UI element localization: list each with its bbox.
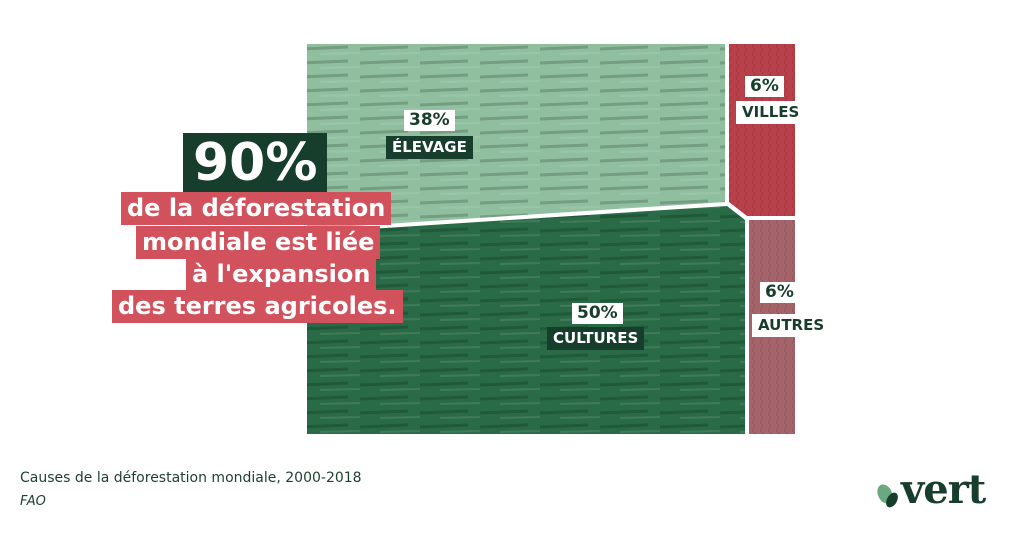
value-label-villes: 6%	[745, 76, 784, 97]
value-label-cultures: 50%	[572, 303, 623, 324]
headline-line-3: à l'expansion	[186, 258, 377, 291]
value-label-elevage: 38%	[404, 110, 455, 131]
category-label-villes: VILLES	[736, 101, 806, 124]
logo-wordmark: vert	[901, 466, 986, 513]
headline-percentage: 90%	[183, 133, 328, 195]
headline-line-4: des terres agricoles.	[112, 290, 403, 323]
headline-line-1: de la déforestation	[121, 192, 392, 225]
headline-line-2: mondiale est liée	[136, 226, 381, 259]
segment-cultures-texture	[307, 206, 745, 434]
vert-logo: vert	[875, 470, 1010, 518]
segment-villes-texture	[729, 44, 795, 216]
segment-elevage-texture	[307, 44, 725, 229]
chart-source: FAO	[20, 494, 46, 509]
category-label-autres: AUTRES	[752, 314, 831, 337]
category-label-cultures: CULTURES	[547, 327, 645, 350]
category-label-elevage: ÉLEVAGE	[386, 136, 473, 159]
leaf-icon	[877, 484, 898, 508]
value-label-autres: 6%	[760, 282, 799, 303]
chart-caption: Causes de la déforestation mondiale, 200…	[20, 470, 362, 486]
